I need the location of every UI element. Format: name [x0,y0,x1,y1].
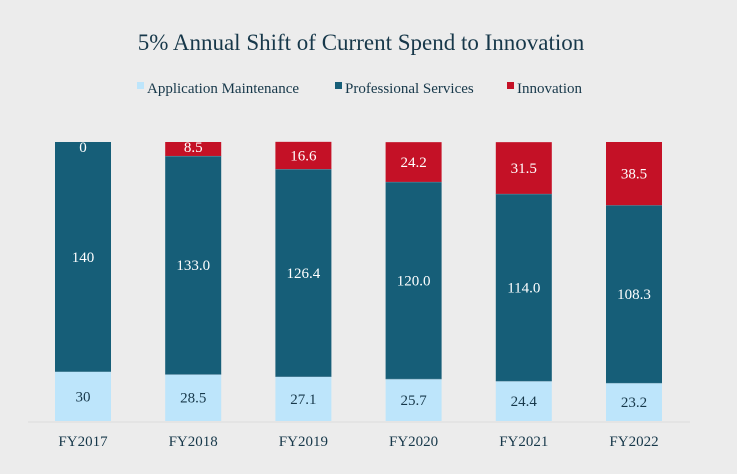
legend-label: Application Maintenance [147,81,299,97]
data-label: 8.5 [184,140,203,156]
data-label: 23.2 [621,395,647,411]
legend-swatch [335,82,342,89]
data-label: 133.0 [176,258,210,274]
bar-segment [495,142,552,194]
chart-title: 5% Annual Shift of Current Spend to Inno… [138,30,585,55]
bar-segment [165,142,222,156]
bars: 30 140 0 28.5 133.0 8.5 27.1 126.4 16.6 25.7 120.0… [55,140,662,421]
data-label: 38.5 [621,167,647,183]
x-tick-label: FY2020 [389,434,438,450]
data-label: 114.0 [507,280,540,296]
bar-segment [275,169,332,377]
data-label: 31.5 [511,161,537,177]
legend-label: Professional Services [345,81,474,97]
bar-segment [385,142,442,182]
bar-segment [606,205,662,383]
data-label: 28.5 [180,391,206,407]
bar-segment [275,141,332,170]
legend-swatch [507,82,514,89]
bar-segment [495,193,552,381]
x-tick-label: FY2018 [169,434,218,450]
x-ticks: FY2017 FY2018 FY2019 FY2020 FY2021 FY2022 [58,434,658,450]
bar-segment [606,382,662,421]
bar-segment [55,142,111,372]
bar-segment [275,376,332,421]
bar-segment [385,378,442,421]
legend-label: Innovation [517,81,582,97]
data-label: 0 [79,140,87,156]
bar-segment [165,374,222,421]
x-tick-label: FY2017 [58,434,108,450]
bar-segment [495,380,552,421]
x-tick-label: FY2022 [609,434,658,450]
data-label: 120.0 [397,273,431,289]
bar-segment [55,371,111,421]
data-label: 108.3 [617,287,651,303]
legend-swatch [137,82,144,89]
data-label: 24.2 [400,155,426,171]
data-label: 16.6 [290,148,317,164]
x-tick-label: FY2021 [499,434,548,450]
bar-segment [606,142,662,206]
x-tick-label: FY2019 [279,434,328,450]
data-label: 25.7 [400,393,427,409]
data-label: 140 [72,250,95,266]
data-label: 24.4 [511,394,538,410]
legend: Application Maintenance Professional Serv… [137,81,582,97]
bar-segment [165,155,222,375]
data-label: 126.4 [287,266,321,282]
bar-segment [385,181,442,379]
data-label: 30 [76,389,91,405]
data-label: 27.1 [290,392,316,408]
